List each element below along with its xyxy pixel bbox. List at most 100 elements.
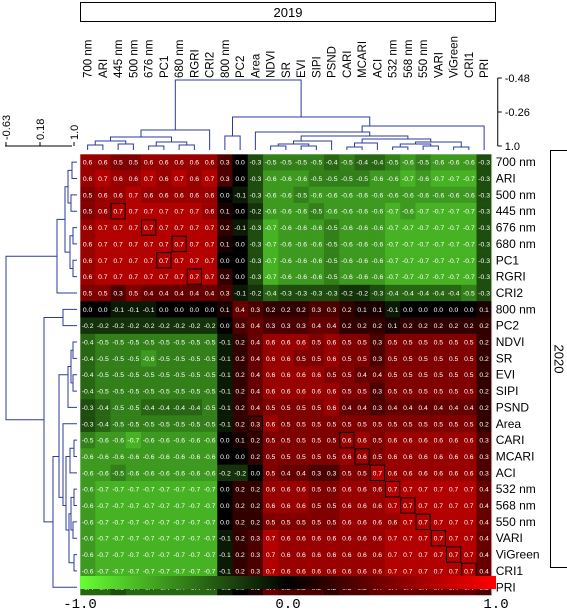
cell-value-label: -0.6 [189, 470, 201, 477]
cell-value-label: -0.7 [387, 258, 399, 265]
heatmap-cell [476, 513, 493, 531]
cell-value-label: 0.3 [220, 160, 230, 167]
heatmap-cell [95, 464, 111, 482]
heatmap-cell [156, 415, 172, 433]
cell-value-label: -0.7 [112, 568, 124, 575]
heatmap-cell [125, 219, 142, 237]
row-label: 700 nm [496, 155, 536, 169]
cell-value-label: -0.5 [128, 421, 140, 428]
cell-value-label: 0.6 [373, 536, 383, 543]
heatmap-cell [232, 546, 249, 564]
heatmap-cell [385, 497, 401, 514]
heatmap-cell [354, 333, 371, 351]
cell-value-label: -0.5 [341, 176, 353, 183]
cell-value-label: 0.3 [327, 307, 337, 314]
heatmap-cell [156, 562, 172, 580]
cell-value-label: 0.7 [129, 241, 139, 248]
cell-value-label: -0.7 [173, 552, 185, 559]
cell-value-label: -0.7 [417, 258, 429, 265]
cell-value-label: 0.7 [98, 274, 108, 281]
cell-value-label: 0.5 [464, 421, 474, 428]
cell-value-label: 0.4 [357, 405, 367, 412]
cell-value-label: 0.7 [418, 568, 428, 575]
dendro-link [73, 554, 77, 572]
heatmap-cell [324, 399, 340, 416]
cell-value-label: 0.0 [418, 307, 428, 314]
highlight-cell [171, 235, 187, 253]
cell-value-label: -0.7 [97, 519, 109, 526]
cell-value-label: 0.7 [205, 274, 215, 281]
heatmap-cell [110, 562, 127, 580]
heatmap-cell [385, 317, 401, 335]
heatmap-cell [354, 546, 371, 564]
cell-value-label: 0.5 [418, 389, 428, 396]
heatmap-cell [354, 530, 371, 547]
heatmap-cell [308, 317, 325, 335]
cell-value-label: -0.6 [356, 209, 368, 216]
heatmap-cell [476, 366, 493, 384]
cell-value-label: 0.2 [479, 356, 489, 363]
cell-value-label: 0.7 [388, 568, 398, 575]
cell-value-label: 0.5 [266, 438, 276, 445]
heatmap-cell [217, 448, 233, 465]
heatmap-cell [385, 513, 401, 531]
cell-value-label: -0.3 [478, 225, 490, 232]
heatmap-cell [385, 464, 401, 482]
heatmap-cell [308, 415, 325, 433]
heatmap-cell [308, 186, 325, 204]
cell-value-label: -0.5 [173, 421, 185, 428]
cell-value-label: 0.7 [174, 225, 184, 232]
heatmap-cell [125, 448, 142, 465]
heatmap-cell [110, 186, 127, 204]
cell-value-label: 0.0 [159, 307, 169, 314]
cell-value-label: -0.1 [234, 225, 246, 232]
heatmap-cell [110, 333, 127, 351]
cell-value-label: 0.2 [235, 536, 245, 543]
heatmap-cell [156, 464, 172, 482]
cell-value-label: 0.4 [296, 470, 306, 477]
cell-value-label: 0.4 [251, 356, 261, 363]
heatmap-cell [80, 268, 96, 286]
cell-value-label: -0.7 [112, 536, 124, 543]
cell-value-label: -0.2 [112, 323, 124, 330]
cell-value-label: -0.4 [97, 405, 109, 412]
highlight-cell [247, 415, 263, 432]
cell-value-label: 0.5 [373, 438, 383, 445]
heatmap-cell [141, 481, 157, 498]
cell-value-label: 0.7 [144, 274, 154, 281]
cell-value-label: 0.0 [83, 307, 93, 314]
heatmap-cell [263, 464, 279, 482]
cell-value-label: 0.6 [464, 470, 474, 477]
cell-value-label: -0.7 [402, 176, 414, 183]
heatmap-cell [430, 219, 447, 237]
cell-value-label: -0.7 [189, 503, 201, 510]
heatmap-cell [186, 301, 203, 318]
heatmap-cell [110, 497, 127, 514]
colorbar [80, 576, 496, 589]
heatmap-cell [339, 154, 355, 171]
heatmap-cell [263, 546, 279, 564]
heatmap-cell [141, 513, 157, 531]
cell-value-label: -0.7 [158, 568, 170, 575]
cell-value-label: 0.0 [434, 307, 444, 314]
cell-value-label: 0.6 [403, 454, 413, 461]
cell-value-label: 0.1 [220, 241, 230, 248]
heatmap-cell [339, 546, 355, 564]
cell-value-label: 0.6 [266, 340, 276, 347]
heatmap-cell [141, 431, 157, 449]
cell-value-label: 0.5 [434, 340, 444, 347]
cell-value-label: 0.7 [388, 487, 398, 494]
cell-value-label: -0.5 [326, 225, 338, 232]
cell-value-label: 0.7 [464, 536, 474, 543]
cell-value-label: -0.4 [387, 290, 399, 297]
cell-value-label: 0.5 [312, 487, 322, 494]
heatmap-cell [156, 268, 172, 286]
cell-value-label: 0.4 [479, 519, 489, 526]
cell-value-label: -0.5 [204, 421, 216, 428]
cell-value-label: 0.3 [479, 454, 489, 461]
heatmap-cell [476, 170, 493, 187]
heatmap-cell [400, 170, 416, 187]
cell-value-label: 0.6 [144, 160, 154, 167]
dendro-link [71, 161, 77, 180]
row-label: Area [496, 417, 522, 431]
